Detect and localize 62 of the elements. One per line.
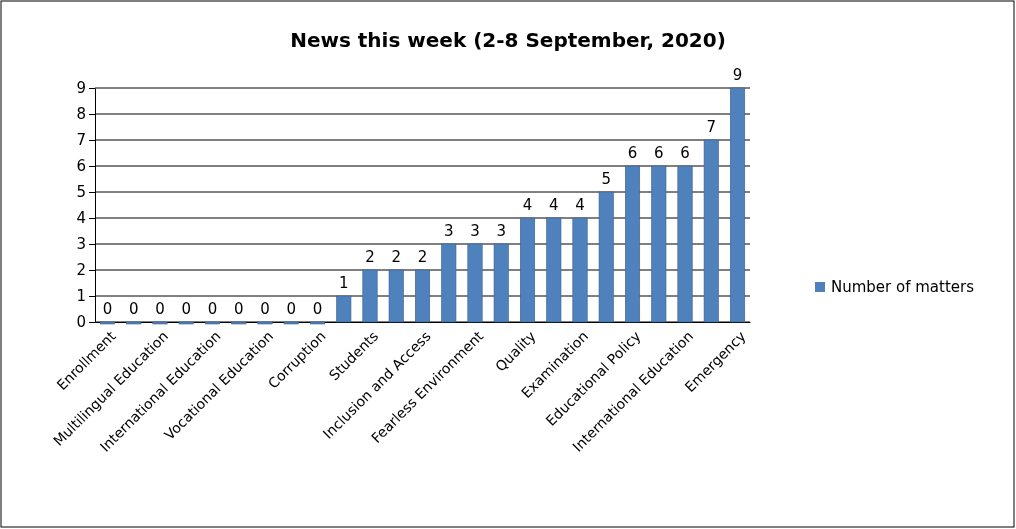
data-label: 2 (365, 248, 375, 266)
data-label: 3 (496, 222, 507, 240)
bar (178, 321, 194, 325)
bar (467, 243, 483, 323)
bar (336, 295, 352, 323)
bar (309, 321, 326, 325)
y-tick-label: 8 (76, 105, 86, 124)
bar (651, 165, 667, 323)
bar (283, 321, 299, 325)
data-label: 0 (128, 300, 139, 318)
bar (152, 321, 168, 325)
bar (204, 321, 220, 325)
data-label: 0 (260, 300, 270, 318)
data-label: 0 (181, 300, 191, 318)
data-label: 5 (601, 170, 612, 188)
data-label: 2 (391, 248, 402, 266)
y-tick-label: 9 (76, 79, 86, 98)
data-label: 2 (417, 248, 428, 266)
data-label: 4 (575, 196, 585, 214)
data-label: 9 (732, 66, 743, 84)
bar (730, 87, 746, 323)
data-label: 0 (207, 300, 218, 318)
y-tick-label: 6 (76, 157, 86, 176)
legend-label: Number of matters (831, 278, 975, 296)
bar (362, 269, 378, 323)
data-label: 0 (233, 300, 244, 318)
data-label: 6 (627, 144, 638, 162)
data-label: 4 (522, 196, 533, 214)
bar (703, 139, 719, 323)
data-label: 7 (706, 118, 717, 136)
y-tick-label: 0 (76, 313, 86, 332)
data-label: 0 (102, 300, 113, 318)
bar (257, 321, 273, 325)
bar (231, 321, 247, 325)
bar (493, 243, 509, 323)
bar (677, 165, 693, 323)
bar (572, 217, 588, 323)
data-label: 3 (470, 222, 480, 240)
bar (519, 217, 536, 323)
bar (546, 217, 562, 323)
data-label: 6 (680, 144, 690, 162)
data-label: 0 (312, 300, 323, 318)
bar (99, 321, 115, 325)
y-tick-label: 5 (76, 183, 86, 202)
data-label: 4 (548, 196, 559, 214)
y-tick-label: 1 (76, 287, 86, 306)
bar (414, 269, 431, 323)
data-label: 6 (654, 144, 664, 162)
y-tick-label: 7 (76, 131, 86, 150)
bar (598, 191, 614, 323)
data-label: 0 (286, 300, 297, 318)
data-label: 1 (338, 274, 349, 292)
y-tick-label: 3 (76, 235, 86, 254)
data-label: 0 (155, 300, 165, 318)
y-tick-label: 4 (76, 209, 86, 228)
bar (388, 269, 404, 323)
bar (441, 243, 457, 323)
y-tick-label: 2 (76, 261, 86, 280)
data-label: 3 (443, 222, 454, 240)
bar (126, 321, 142, 325)
bar (625, 165, 641, 323)
chart-title: News this week (2-8 September, 2020) (290, 28, 726, 52)
